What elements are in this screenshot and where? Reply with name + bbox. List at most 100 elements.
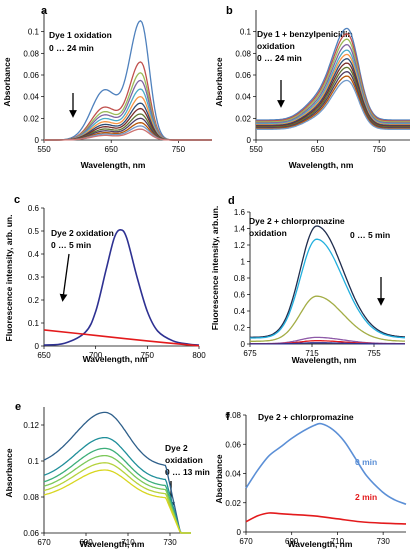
x-tick-label: 650 (105, 145, 119, 154)
y-tick-label: 0.06 (225, 440, 241, 449)
y-tick-label: 0.02 (225, 499, 241, 508)
panel-d-ylabel: Fluorescence intensity, arb.un. (210, 206, 220, 331)
panel-b: b Absorbance Wavelength, nm Dye 1 + benz… (214, 5, 354, 170)
series-line-c-0 (43, 229, 200, 346)
y-tick-label: 0 (35, 136, 40, 145)
y-tick-label: 0.2 (28, 296, 40, 305)
panel-d-annotation-3: 0 … 5 min (350, 230, 390, 240)
series-line-b-1 (256, 33, 410, 122)
x-tick-label: 715 (305, 349, 319, 358)
series-line-e-3 (43, 454, 191, 534)
plot-d: 675 715 755 0 0.2 0.4 0.6 0.8 1 1.2 1.4 1.6 (234, 208, 405, 358)
y-tick-label: 0.06 (235, 71, 251, 80)
y-tick-label: 1.6 (234, 208, 246, 217)
y-tick-label: 0.5 (28, 227, 40, 236)
y-tick-label: 0.08 (225, 411, 241, 420)
y-tick-label: 0.1 (28, 28, 40, 37)
y-tick-label: 0.6 (234, 291, 246, 300)
plot-b: 550 650 750 0 0.02 0.04 0.06 0.08 0.1 (235, 10, 410, 154)
y-tick-label: 0.1 (28, 457, 40, 466)
panel-a-annotation-2: 0 … 24 min (49, 43, 94, 53)
plot-c: 650 700 750 800 0 0.1 0.2 0.3 0.4 0.5 0.6 (28, 204, 206, 360)
panel-a-label: a (41, 5, 48, 17)
panel-b-annotation-2: oxidation (257, 41, 295, 51)
series-line-b-10 (256, 75, 410, 130)
panel-a-annotation-1: Dye 1 oxidation (49, 30, 112, 40)
y-tick-label: 0.04 (235, 93, 251, 102)
series-line-e-5 (43, 469, 191, 534)
x-tick-label: 675 (243, 349, 257, 358)
y-tick-label: 0 (237, 528, 242, 537)
y-tick-label: 0.4 (28, 250, 40, 259)
x-tick-label: 550 (249, 145, 263, 154)
series-line-b-2 (256, 38, 410, 123)
panel-e-ylabel: Absorbance (4, 448, 14, 497)
y-tick-label: 0.8 (234, 274, 246, 283)
panel-b-label: b (226, 5, 233, 17)
series-line-b-6 (256, 58, 410, 127)
series-line-a-1 (44, 61, 212, 141)
x-tick-label: 730 (163, 538, 177, 547)
series-line-b-3 (256, 44, 410, 124)
y-tick-label: 0.08 (23, 49, 39, 58)
series-line-e-2 (43, 447, 191, 534)
x-tick-label: 670 (239, 537, 253, 546)
series-line-e-0 (43, 411, 191, 534)
series-line-e-4 (43, 462, 191, 534)
x-tick-label: 750 (141, 351, 155, 360)
panel-b-annotation-3: 0 … 24 min (257, 53, 302, 63)
series-line-e-1 (43, 436, 191, 534)
y-tick-label: 0.6 (28, 204, 40, 213)
y-tick-label: 0.02 (23, 114, 39, 123)
panel-f-xlabel: Wavelength, nm (288, 539, 353, 549)
series-line-b-5 (256, 53, 410, 126)
series-line-b-11 (256, 79, 410, 130)
panel-a-xlabel: Wavelength, nm (81, 160, 146, 170)
y-tick-label: 1.4 (234, 225, 246, 234)
y-tick-label: 0.08 (23, 493, 39, 502)
panel-c: c Fluorescence intensity, arb. un. Wavel… (4, 194, 148, 364)
series-line-f-1 (245, 512, 407, 525)
x-tick-label: 710 (331, 537, 345, 546)
series-line-b-4 (256, 49, 410, 125)
panel-e-annotation-1: Dye 2 (165, 443, 188, 453)
y-tick-label: 0.1 (28, 319, 40, 328)
y-tick-label: 0 (247, 136, 252, 145)
y-tick-label: 0.3 (28, 273, 40, 282)
panel-c-xlabel: Wavelength, nm (83, 354, 148, 364)
panel-b-annotation-1: Dye 1 + benzylpenicillin (257, 29, 353, 39)
y-tick-label: 1.2 (234, 241, 246, 250)
plot-a: 550 650 750 0 0.02 0.04 0.06 0.08 0.1 (23, 10, 212, 154)
x-tick-label: 755 (367, 349, 381, 358)
panel-e-annotation-3: 0 … 13 min (165, 467, 210, 477)
panel-e-label: e (15, 401, 21, 413)
panel-f-annotation-1: Dye 2 + chlorpromazine (258, 412, 354, 422)
series-line-d-2 (250, 295, 405, 342)
x-tick-label: 730 (376, 537, 390, 546)
y-tick-label: 0.12 (23, 421, 39, 430)
panel-f-ylabel: Absorbance (214, 454, 224, 503)
x-tick-label: 750 (172, 145, 186, 154)
y-tick-label: 0.06 (23, 71, 39, 80)
series-line-b-9 (256, 71, 410, 129)
y-tick-label: 0.08 (235, 49, 251, 58)
y-tick-label: 0 (241, 340, 246, 349)
panel-a: a Absorbance Wavelength, nm Dye 1 oxidat… (2, 5, 146, 170)
y-tick-label: 0 (35, 342, 40, 351)
x-tick-label: 690 (285, 537, 299, 546)
panel-b-xlabel: Wavelength, nm (289, 160, 354, 170)
panel-d: d Fluorescence intensity, arb.un. Wavele… (210, 195, 390, 365)
x-tick-label: 650 (311, 145, 325, 154)
panel-e-xlabel: Wavelength, nm (80, 539, 145, 549)
panel-c-ylabel: Fluorescence intensity, arb. un. (4, 215, 14, 342)
x-tick-label: 750 (373, 145, 387, 154)
series-line-f-0 (245, 422, 407, 505)
panel-c-arrow (59, 253, 70, 302)
panel-f-label: f (226, 411, 230, 423)
panel-c-annotation-1: Dye 2 oxidation (51, 228, 114, 238)
panel-c-annotation-2: 0 … 5 min (51, 240, 91, 250)
series-line-b-0 (256, 27, 410, 121)
y-tick-label: 0.4 (234, 307, 246, 316)
